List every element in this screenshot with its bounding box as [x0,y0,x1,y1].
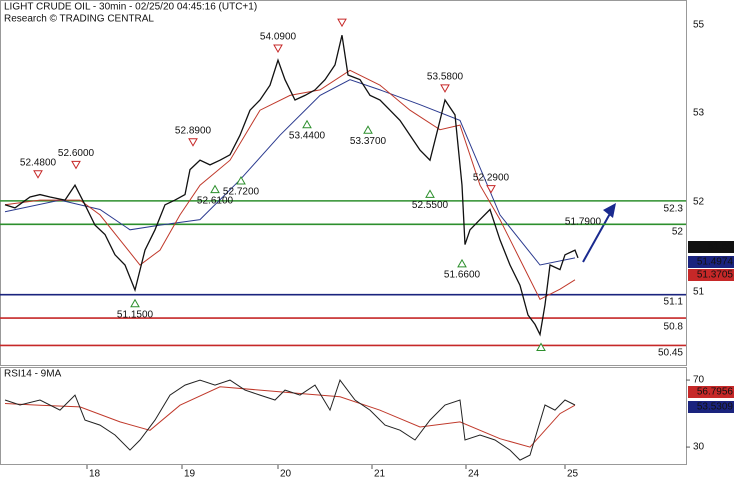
forecast-arrow [582,209,613,263]
x-tick-label: 19 [184,469,196,480]
pivot-label: 51.6600 [444,270,481,281]
level-label: 50.45 [658,348,683,359]
rsi-panel [0,367,687,465]
pivot-label: 54.0900 [260,32,297,43]
rsi-box [688,401,734,413]
chart-subtitle: Research © TRADING CENTRAL [4,14,154,25]
pivot-marker [425,189,435,198]
level-label: 52 [672,227,684,238]
price-box-label: 51.3705 [697,270,734,281]
pivot-marker [302,119,312,129]
pivot-marker [236,176,246,185]
pivot-label: 52.7200 [223,187,260,198]
level-label: 51.1 [664,297,684,308]
pivot-marker [457,258,467,268]
price-axis-label: 55 [693,20,705,31]
pivot-marker [486,185,496,194]
price-axis-label: 52 [693,197,705,208]
pivot-label: 52.2900 [473,172,510,183]
pivot-label: 52.8900 [175,125,212,136]
slow-ma [4,79,576,266]
x-tick-label: 25 [567,469,579,480]
rsi-title: RSI14 - 9MA [4,369,62,380]
price-box-label: 51.4974 [697,257,734,268]
price-axis-label: 53 [693,108,705,119]
target-label: 51.7900 [565,217,602,228]
pivot-marker [71,160,81,170]
x-tick-label: 24 [468,469,480,480]
chart-title: LIGHT CRUDE OIL - 30min - 02/25/20 04:45… [4,2,257,13]
price-line [4,35,579,337]
pivot-marker [440,84,450,93]
fast-ma [4,69,576,300]
price-box [688,256,734,268]
rsi-box [688,386,734,398]
price-panel [0,0,687,366]
x-tick-label: 21 [374,469,386,480]
pivot-label: 52.6000 [58,148,95,159]
pivot-label: 51.1500 [117,309,154,320]
price-axis-label: 51 [693,287,705,298]
forecast-arrowhead [603,203,616,218]
pivot-marker [273,44,283,53]
rsi-box-label: 56.7956 [697,387,734,398]
pivot-marker [210,184,220,194]
pivot-label: 53.5800 [427,71,464,82]
rsi-box-label: 53.5309 [697,402,734,413]
x-tick-label: 18 [89,469,101,480]
pivot-label: 52.4800 [20,157,57,168]
price-box-label: 51.56 [708,242,733,253]
rsi-ma [4,386,576,448]
pivot-label: 53.4400 [289,130,326,141]
pivot-marker [363,125,373,134]
pivot-label: 53.3700 [350,136,387,147]
x-tick-label: 20 [280,469,292,480]
pivot-marker [130,298,140,308]
rsi-tick-label: 70 [693,375,705,386]
pivot-marker [188,138,198,147]
rsi-line [4,379,576,461]
pivot-label: 52.6100 [197,195,234,206]
price-box [688,269,734,281]
pivot-label: 52.5500 [412,200,449,211]
pivot-marker [536,342,546,352]
level-label: 52.3 [664,204,684,215]
level-label: 50.8 [664,322,684,333]
price-box [688,241,734,253]
pivot-marker [33,170,43,179]
rsi-tick-label: 30 [693,442,705,453]
pivot-marker [337,18,347,28]
